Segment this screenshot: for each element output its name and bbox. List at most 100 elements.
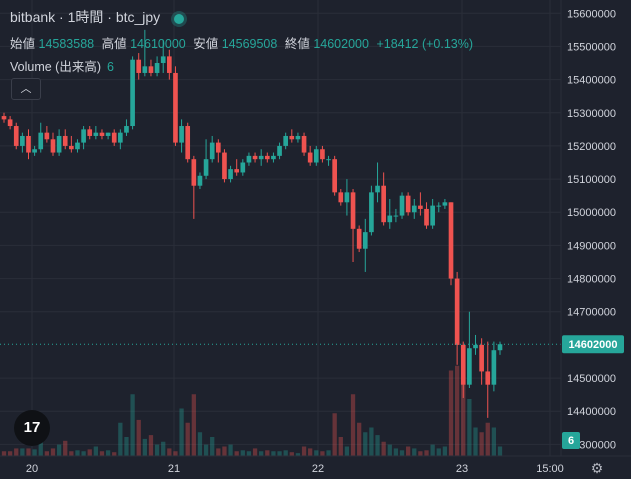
candle-body xyxy=(289,135,295,140)
candle-body xyxy=(136,59,142,73)
volume-bar xyxy=(283,450,288,456)
candle-body xyxy=(283,135,289,146)
volume-bar xyxy=(142,438,147,456)
open-label: 始値 xyxy=(10,37,36,51)
volume-bar xyxy=(112,452,117,456)
candle-body xyxy=(246,155,252,163)
volume-label: Volume (出来高) xyxy=(10,60,101,74)
candle-body xyxy=(111,132,117,143)
volume-bar xyxy=(381,441,386,456)
volume-bar xyxy=(265,450,270,456)
candle-body xyxy=(228,169,233,180)
volume-bar xyxy=(26,448,31,456)
volume-bar xyxy=(412,448,417,456)
open-value: 14583588 xyxy=(38,37,95,51)
candle-body xyxy=(442,202,448,206)
candle-body xyxy=(26,135,31,153)
last-price-label: 14602000 xyxy=(569,339,618,351)
volume-bar xyxy=(173,451,178,456)
volume-bar xyxy=(454,365,460,456)
volume-bar xyxy=(228,444,233,456)
candle-body xyxy=(375,185,380,193)
candle-body xyxy=(454,278,460,345)
y-tick-label: 14700000 xyxy=(567,307,616,319)
volume-bar xyxy=(320,451,325,456)
candle-body xyxy=(344,192,350,203)
y-tick-label: 15000000 xyxy=(567,207,616,219)
volume-bar xyxy=(436,448,441,456)
candle-body xyxy=(295,135,301,140)
candles xyxy=(1,29,503,418)
candle-body xyxy=(485,371,491,385)
collapse-legend-button[interactable]: ︿ xyxy=(11,78,41,100)
volume-bar xyxy=(154,444,160,456)
volume-bar xyxy=(130,394,135,456)
candle-body xyxy=(81,129,86,143)
volume-bar xyxy=(497,446,503,456)
candle-body xyxy=(338,192,344,203)
candle-body xyxy=(264,155,270,160)
candle-body xyxy=(118,132,123,143)
volume-bar xyxy=(387,444,392,456)
volume-bar xyxy=(87,449,92,456)
volume-bar xyxy=(357,422,362,456)
candle-body xyxy=(436,205,442,207)
volume-bar xyxy=(430,444,435,456)
tradingview-logo[interactable]: 17 xyxy=(14,410,50,446)
candle-body xyxy=(424,208,429,226)
x-tick-label: 15:00 xyxy=(536,463,564,475)
volume-bar xyxy=(216,448,221,456)
volume-bar xyxy=(50,448,56,456)
candle-body xyxy=(332,159,337,193)
candle-body xyxy=(307,152,313,163)
y-tick-label: 15600000 xyxy=(567,8,616,20)
volume-bar xyxy=(197,432,203,456)
candle-body xyxy=(185,126,191,160)
candle-body xyxy=(313,149,319,163)
gear-icon[interactable]: ⚙ xyxy=(590,460,604,476)
candle-body xyxy=(356,228,362,249)
candle-body xyxy=(399,195,405,216)
candle-body xyxy=(69,145,74,150)
volume-bar xyxy=(136,419,141,456)
volume-bar xyxy=(375,435,380,456)
volume-bar xyxy=(252,448,258,456)
candle-body xyxy=(99,132,105,136)
candle-body xyxy=(179,126,184,143)
candle-body xyxy=(50,139,56,153)
volume-bar xyxy=(234,451,239,456)
candle-body xyxy=(418,205,423,209)
volume-bar xyxy=(93,446,98,456)
candle-body xyxy=(13,126,19,146)
volume-bar xyxy=(148,435,154,456)
candle-body xyxy=(124,126,129,133)
volume-bar xyxy=(301,446,307,456)
volume-bar xyxy=(246,451,252,456)
volume-bar xyxy=(191,394,196,456)
candle-body xyxy=(93,132,99,136)
candle-body xyxy=(411,205,417,213)
candle-body xyxy=(393,215,399,217)
y-tick-label: 15300000 xyxy=(567,108,616,120)
high-label: 高値 xyxy=(101,37,127,51)
volume-bar xyxy=(393,448,399,456)
y-tick-label: 14900000 xyxy=(567,240,616,252)
candle-body xyxy=(252,155,258,160)
chevron-up-icon: ︿ xyxy=(20,83,32,95)
y-tick-label: 15100000 xyxy=(567,174,616,186)
volume-bar xyxy=(277,451,282,456)
volume-bar xyxy=(271,451,276,456)
volume-bar xyxy=(399,450,405,456)
volume-bar xyxy=(369,427,374,456)
volume-bar xyxy=(289,452,294,456)
volume-bar xyxy=(124,437,129,456)
candle-body xyxy=(381,185,386,223)
candle-body xyxy=(160,56,166,64)
volume-bar xyxy=(485,422,490,456)
live-status-icon xyxy=(173,13,184,24)
volume-bar xyxy=(418,451,423,456)
candle-body xyxy=(301,135,307,153)
volume-bar xyxy=(69,451,74,456)
chart-title: bitbank · 1時間 · btc_jpy xyxy=(10,9,161,25)
